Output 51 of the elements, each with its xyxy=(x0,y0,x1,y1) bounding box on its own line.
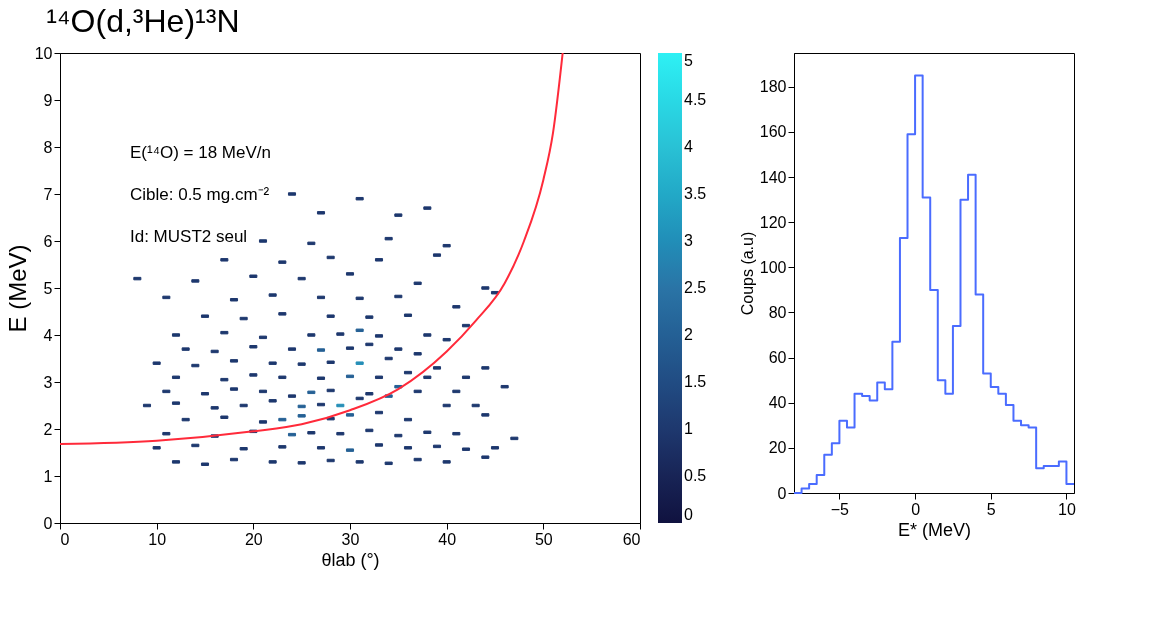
y-tick-label: 8 xyxy=(43,138,53,156)
color-bar-label: 1.5 xyxy=(684,373,707,390)
y-tick-label: 6 xyxy=(43,232,53,250)
x-axis-title: E* (MeV) xyxy=(897,519,972,540)
y-tick-label: 10 xyxy=(34,44,53,62)
x-axis-title: θlab (°) xyxy=(321,549,380,570)
y-axis-title: Coups (a.u) xyxy=(738,231,756,316)
x-tick-label: 0 xyxy=(911,500,921,518)
x-tick-label: −5 xyxy=(830,500,850,518)
y-tick-label: 5 xyxy=(43,279,53,297)
x-tick-label: 10 xyxy=(148,530,167,548)
y-tick-label: 1 xyxy=(43,467,53,485)
color-bar-label: 3 xyxy=(684,232,693,249)
x-tick-label: 30 xyxy=(341,530,360,548)
x-tick-label: 50 xyxy=(534,530,553,548)
color-bar-label: 3.5 xyxy=(684,185,707,202)
y-tick-label: 80 xyxy=(768,303,787,321)
y-tick-label: 3 xyxy=(43,373,53,391)
color-bar-label: 4 xyxy=(684,138,693,155)
x-tick-label: 5 xyxy=(986,500,996,518)
x-tick-label: 40 xyxy=(438,530,457,548)
y-tick-label: 160 xyxy=(759,123,787,141)
y-tick-label: 9 xyxy=(43,91,53,109)
x-tick-label: 60 xyxy=(622,530,641,548)
annotation: Cible: 0.5 mg.cm⁻² xyxy=(130,185,270,204)
y-tick-label: 4 xyxy=(43,326,53,344)
line-series xyxy=(60,53,564,446)
y-tick-label: 2 xyxy=(43,420,53,438)
color-bar-label: 1 xyxy=(684,420,693,437)
x-tick-label: 10 xyxy=(1058,500,1076,518)
y-tick-label: 140 xyxy=(759,168,787,186)
y-tick-label: 60 xyxy=(768,349,787,367)
color-bar-label: 4.5 xyxy=(684,91,707,108)
color-bar-label: 0.5 xyxy=(684,467,707,484)
y-tick-label: 0 xyxy=(43,514,53,532)
y-tick-label: 7 xyxy=(43,185,53,203)
y-tick-label: 40 xyxy=(768,394,787,412)
y-tick-label: 120 xyxy=(759,213,787,231)
y-tick-label: 20 xyxy=(768,439,787,457)
annotation: E(¹⁴O) = 18 MeV/n xyxy=(130,143,271,162)
y-tick-label: 0 xyxy=(777,484,787,502)
annotation: Id: MUST2 seul xyxy=(130,227,248,246)
color-bar-label: 2 xyxy=(684,326,693,343)
y-tick-label: 180 xyxy=(759,78,787,96)
x-tick-label: 0 xyxy=(60,530,70,548)
color-bar-label: 2.5 xyxy=(684,279,707,296)
color-bar-label: 5 xyxy=(684,52,693,69)
x-tick-label: 20 xyxy=(244,530,263,548)
chart-title: ¹⁴O(d,³He)¹³N xyxy=(46,3,240,39)
y-axis-title: E (MeV) xyxy=(3,244,31,333)
y-tick-label: 100 xyxy=(759,258,787,276)
